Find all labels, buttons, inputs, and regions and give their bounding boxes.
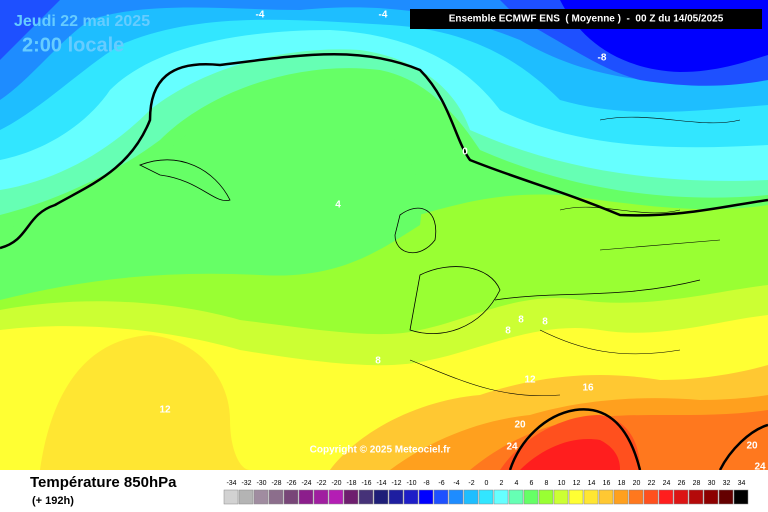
legend-swatch — [598, 489, 614, 505]
legend-label: -24 — [301, 480, 311, 487]
legend-label: 18 — [618, 480, 626, 487]
copyright: Copyright © 2025 Meteociel.fr — [310, 445, 451, 456]
legend-label: 0 — [485, 480, 489, 487]
legend-label: -16 — [361, 480, 371, 487]
legend-swatch — [493, 489, 509, 505]
legend-label: -26 — [286, 480, 296, 487]
legend-swatch — [433, 489, 449, 505]
contour-label: 8 — [375, 356, 381, 367]
contour-label: 20 — [514, 420, 526, 431]
legend-swatch — [298, 489, 314, 505]
legend-label: -10 — [406, 480, 416, 487]
legend-label: -18 — [346, 480, 356, 487]
legend-swatch — [643, 489, 659, 505]
contour-label: -4 — [256, 10, 265, 21]
legend-label: -22 — [316, 480, 326, 487]
legend-label: 4 — [515, 480, 519, 487]
legend-label: -34 — [226, 480, 236, 487]
legend-label: -6 — [438, 480, 444, 487]
legend-label: -4 — [453, 480, 459, 487]
legend-swatch — [403, 489, 419, 505]
legend-swatch — [508, 489, 524, 505]
legend-label: -12 — [391, 480, 401, 487]
legend-swatch — [343, 489, 359, 505]
legend-swatch — [673, 489, 689, 505]
legend-label: 24 — [663, 480, 671, 487]
legend-label: 2 — [500, 480, 504, 487]
color-legend: -34 -32 -30 -28 -26 -24 -22 -20 -18 -16 -14 -12 -10-… — [223, 480, 749, 505]
legend-swatch — [613, 489, 629, 505]
legend-swatch — [358, 489, 374, 505]
legend-label: -28 — [271, 480, 281, 487]
legend-label: -30 — [256, 480, 266, 487]
legend-swatch — [688, 489, 704, 505]
legend-label: 10 — [558, 480, 566, 487]
legend-label: -14 — [376, 480, 386, 487]
contour-label: -8 — [598, 53, 607, 64]
legend-label: 20 — [633, 480, 641, 487]
legend-label: 14 — [588, 480, 596, 487]
legend-label: 16 — [603, 480, 611, 487]
footer-title: Température 850hPa — [30, 474, 177, 491]
legend-label: -8 — [423, 480, 429, 487]
legend-swatch — [628, 489, 644, 505]
contour-label: 12 — [159, 405, 171, 416]
legend-swatch — [238, 489, 254, 505]
legend-swatch — [268, 489, 284, 505]
contour-label: 20 — [746, 441, 758, 452]
contour-label: 12 — [524, 375, 536, 386]
map-time: 2:00 locale — [22, 34, 124, 56]
legend-label: 22 — [648, 480, 656, 487]
legend-swatch — [658, 489, 674, 505]
legend-label: 26 — [678, 480, 686, 487]
legend-swatch — [283, 489, 299, 505]
contour-label: 8 — [518, 315, 524, 326]
legend-swatch — [448, 489, 464, 505]
legend-swatch — [463, 489, 479, 505]
legend-label: 12 — [573, 480, 581, 487]
legend-label: 28 — [693, 480, 701, 487]
contour-label: 8 — [505, 326, 511, 337]
legend-swatch — [718, 489, 734, 505]
contour-label: 8 — [542, 317, 548, 328]
contour-label: 4 — [335, 200, 341, 211]
legend-label: 8 — [545, 480, 549, 487]
legend-swatch — [553, 489, 569, 505]
legend-swatch — [583, 489, 599, 505]
run-info: Ensemble ECMWF ENS ( Moyenne ) - 00 Z du… — [449, 14, 724, 25]
legend-swatch — [478, 489, 494, 505]
legend-swatch — [523, 489, 539, 505]
contour-label: -4 — [379, 10, 388, 21]
legend-swatch — [253, 489, 269, 505]
legend-swatch — [703, 489, 719, 505]
legend-label: 32 — [723, 480, 731, 487]
legend-swatch — [373, 489, 389, 505]
legend-swatch — [733, 489, 749, 505]
map-date: Jeudi 22 mai 2025 — [14, 13, 150, 30]
contour-label: 0 — [462, 147, 468, 158]
legend-label: -20 — [331, 480, 341, 487]
legend-label: -32 — [241, 480, 251, 487]
legend-label: 30 — [708, 480, 716, 487]
footer-subtitle: (+ 192h) — [32, 495, 74, 507]
legend-label: -2 — [468, 480, 474, 487]
contour-label: 24 — [506, 442, 518, 453]
contour-label: 24 — [754, 462, 766, 473]
legend-swatch — [388, 489, 404, 505]
legend-swatch — [538, 489, 554, 505]
run-box — [410, 9, 762, 29]
legend-swatch — [568, 489, 584, 505]
legend-swatch — [313, 489, 329, 505]
contour-label: 16 — [582, 383, 594, 394]
legend-label: 6 — [530, 480, 534, 487]
legend-label: 34 — [738, 480, 746, 487]
map-area — [0, 0, 768, 471]
legend-swatch — [328, 489, 344, 505]
legend-swatch — [223, 489, 239, 505]
legend-swatch — [418, 489, 434, 505]
